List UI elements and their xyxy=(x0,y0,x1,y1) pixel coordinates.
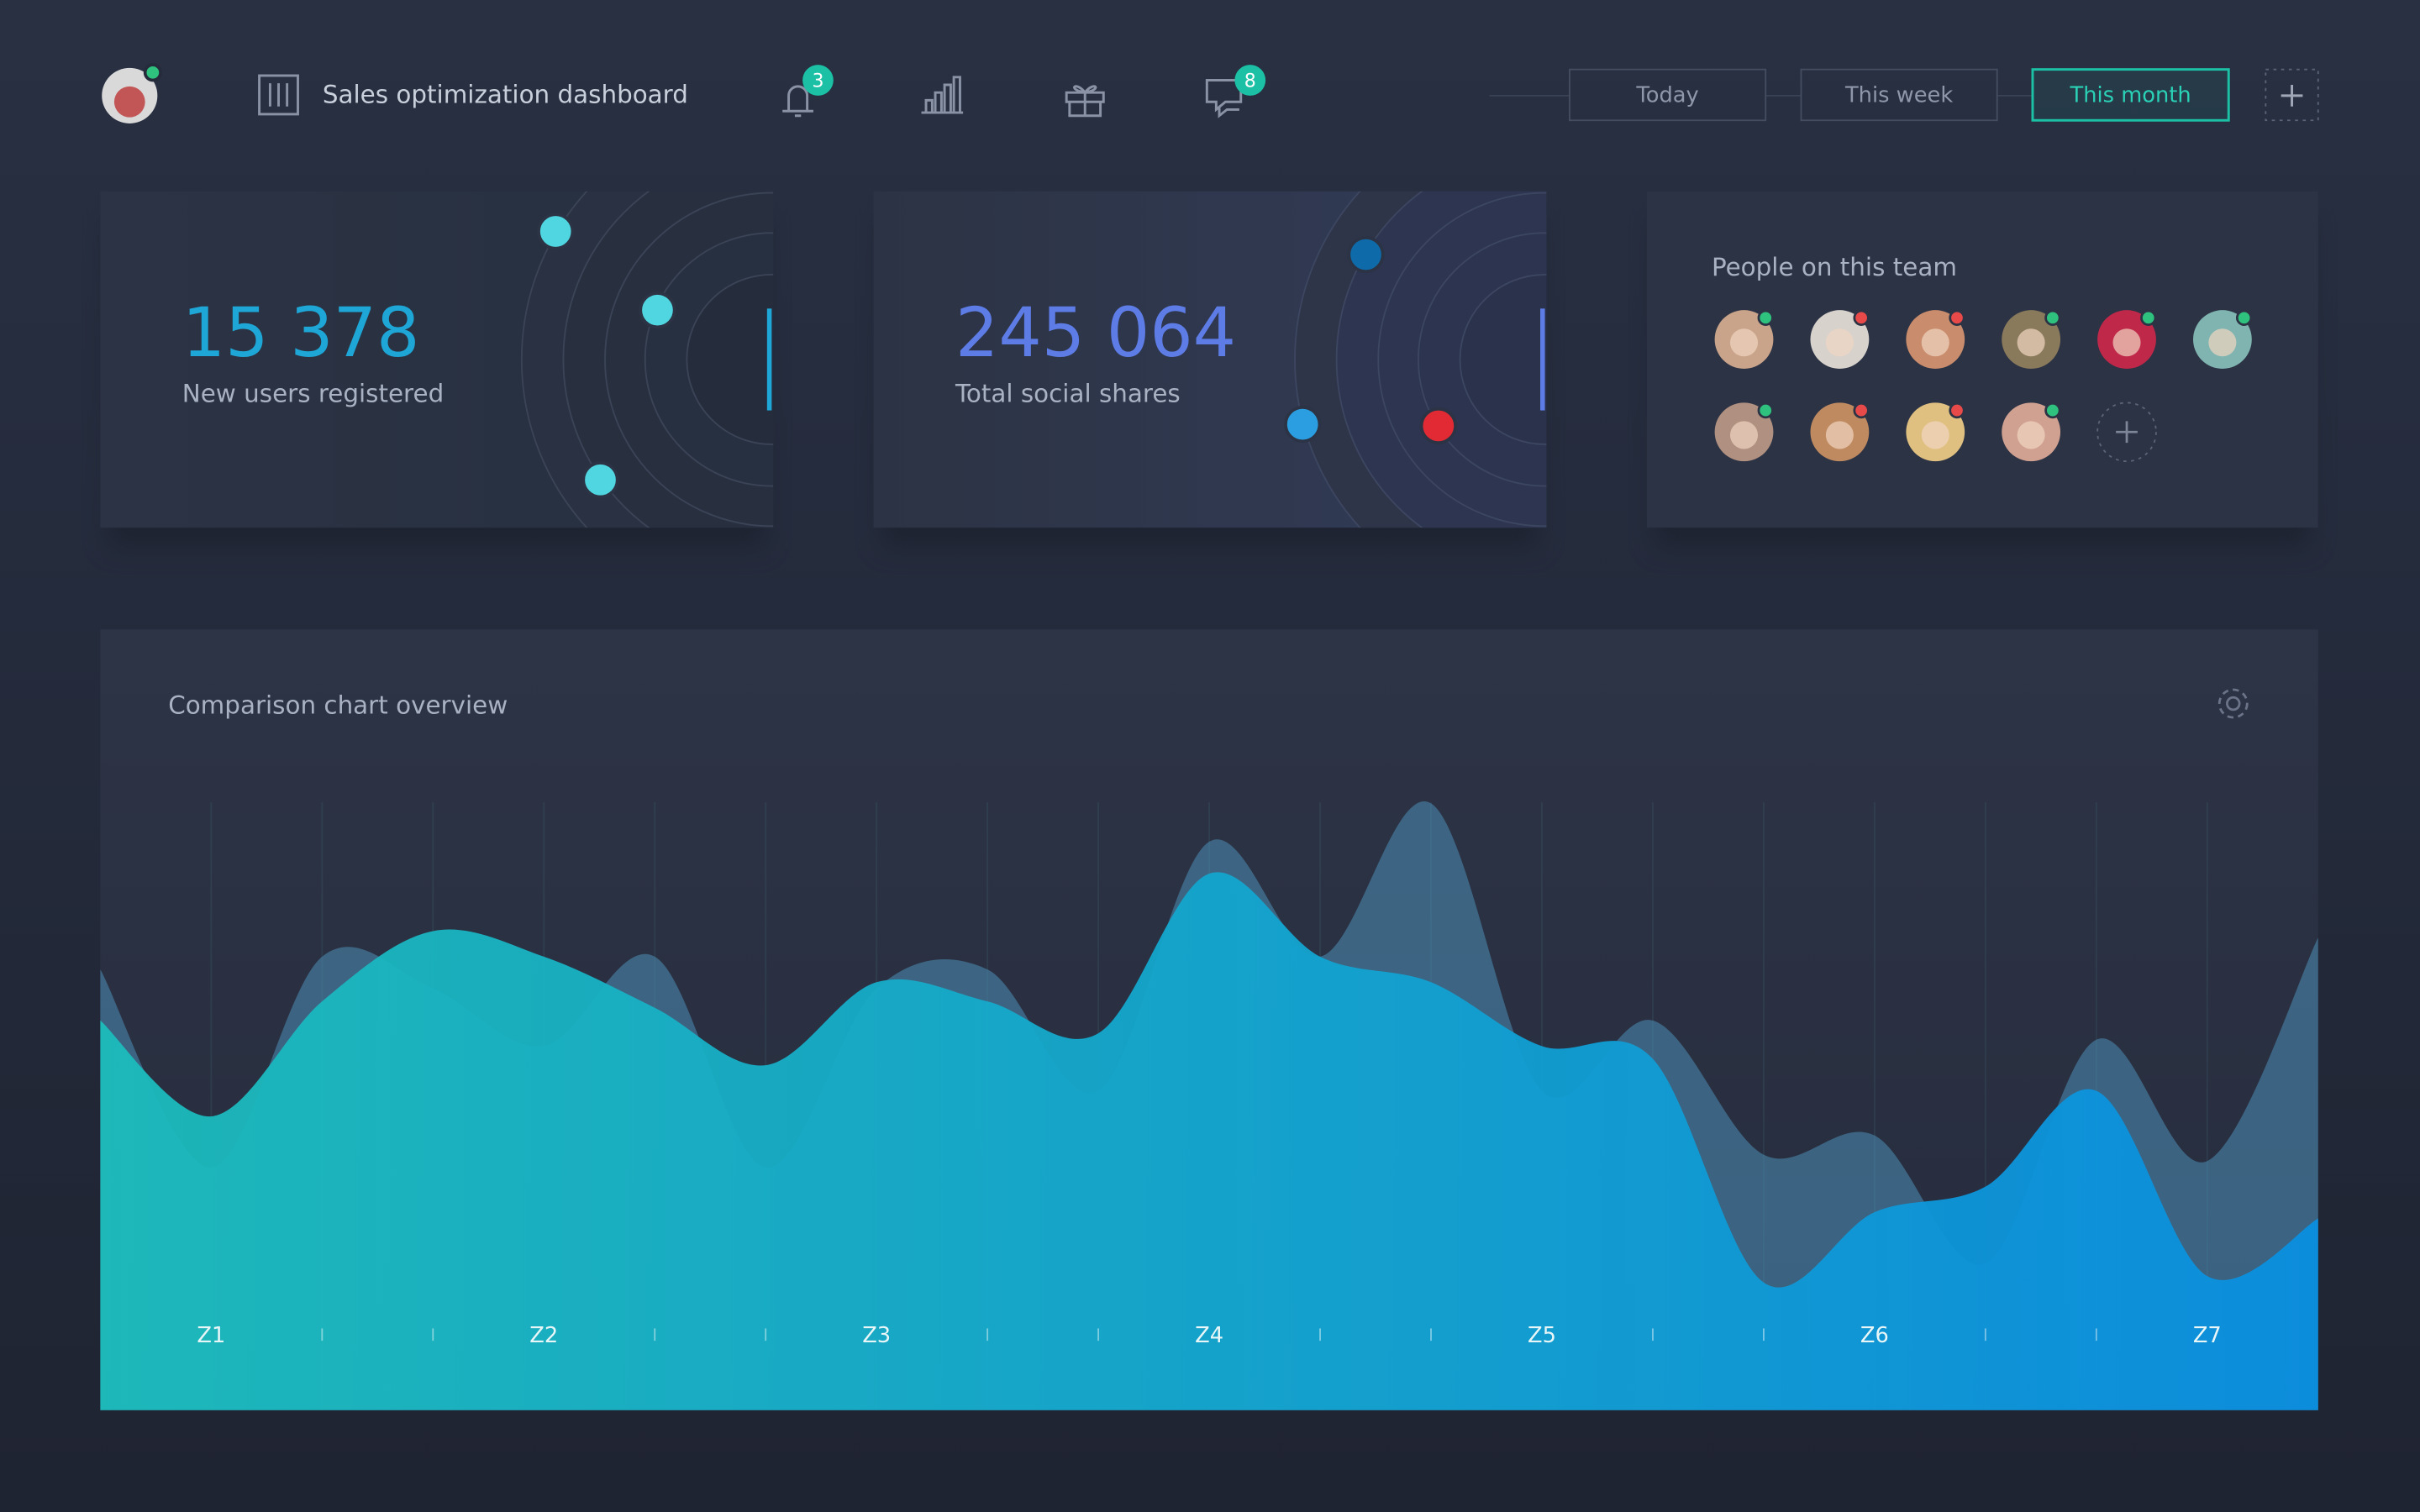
dashboard-title: Sales optimization dashboard xyxy=(323,80,688,108)
x-tick-label: Z1 xyxy=(197,1323,225,1348)
face xyxy=(1921,421,1949,449)
face xyxy=(1825,328,1854,357)
status-dot xyxy=(2140,309,2157,327)
settings-gear[interactable] xyxy=(2217,688,2249,719)
face xyxy=(2017,421,2045,449)
status-dot xyxy=(2235,309,2253,327)
face xyxy=(2208,328,2237,357)
add-member[interactable] xyxy=(2096,402,2157,463)
add-button[interactable] xyxy=(2265,68,2319,122)
x-tick-label: Z2 xyxy=(529,1323,558,1348)
settings-icon[interactable] xyxy=(258,74,299,116)
stat-value: 245 064 xyxy=(955,294,1236,373)
x-tick-label: Z3 xyxy=(862,1323,891,1348)
status-dot xyxy=(1757,309,1774,327)
chart-title: Comparison chart overview xyxy=(168,691,508,720)
badge: 3 xyxy=(812,71,823,92)
stat-label: Total social shares xyxy=(955,380,1181,408)
tab[interactable] xyxy=(1569,68,1767,122)
tab-label: This month xyxy=(2070,82,2191,108)
status-dot xyxy=(1853,402,1870,419)
header: Sales optimization dashboard 3 8 Today Th… xyxy=(102,63,2319,123)
x-tick-label: Z6 xyxy=(1860,1323,1889,1348)
tab[interactable] xyxy=(2031,68,2230,122)
badge: 8 xyxy=(1244,71,1256,92)
bell-icon[interactable] xyxy=(782,85,813,118)
tab[interactable] xyxy=(1800,68,1998,122)
status-dot xyxy=(1949,309,1965,327)
team-title: People on this team xyxy=(1712,253,1957,281)
face xyxy=(1921,328,1949,357)
status-dot xyxy=(1949,402,1965,419)
stat-value: 15 378 xyxy=(182,294,420,373)
status-dot xyxy=(2044,309,2061,327)
face xyxy=(2017,328,2045,357)
face xyxy=(1825,421,1854,449)
stat-label: New users registered xyxy=(182,380,444,408)
face xyxy=(1729,421,1759,449)
x-tick-label: Z5 xyxy=(1528,1323,1556,1348)
status-dot xyxy=(1757,402,1774,419)
status-dot xyxy=(1853,309,1870,327)
tab-label: Today xyxy=(1635,82,1698,108)
face xyxy=(1729,328,1759,357)
gift-icon[interactable] xyxy=(1065,85,1105,118)
x-tick-label: Z7 xyxy=(2193,1323,2222,1348)
tab-label: This week xyxy=(1844,82,1953,108)
face xyxy=(2112,328,2141,357)
status-dot xyxy=(2044,402,2061,419)
area xyxy=(100,872,2318,1410)
chart-icon[interactable] xyxy=(921,76,964,114)
x-tick-label: Z4 xyxy=(1195,1323,1223,1348)
